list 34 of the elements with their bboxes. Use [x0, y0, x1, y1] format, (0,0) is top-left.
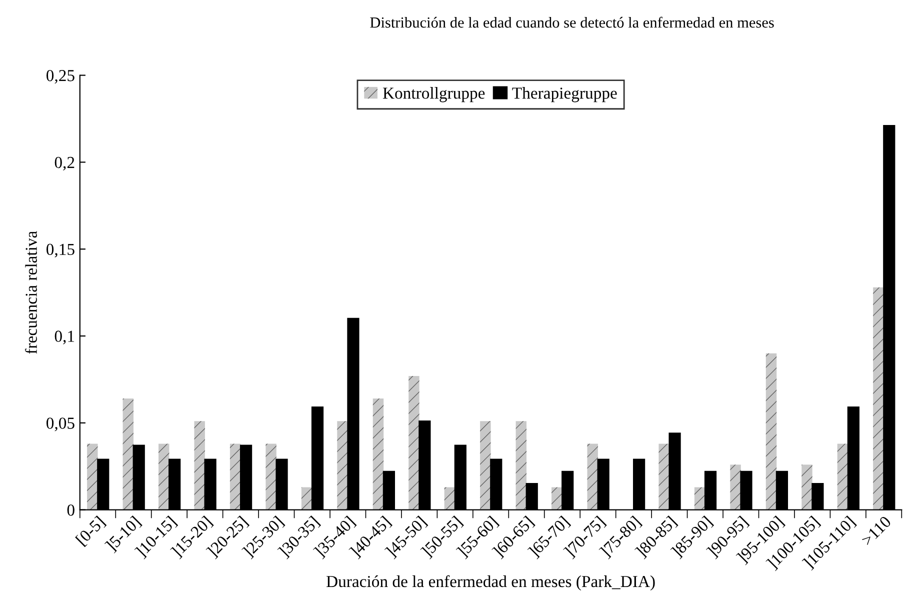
bar — [837, 444, 848, 510]
y-tick-label: 0,05 — [46, 418, 74, 432]
bar — [873, 287, 884, 510]
bar — [158, 444, 170, 510]
bar — [480, 421, 491, 510]
bar — [516, 421, 526, 510]
bar — [408, 376, 420, 510]
bar — [587, 444, 598, 510]
bar — [694, 487, 706, 510]
bar — [730, 464, 741, 510]
bar — [266, 444, 276, 510]
bar — [87, 444, 98, 510]
bar — [372, 398, 384, 510]
y-tick-label: 0,1 — [54, 330, 74, 344]
bar — [337, 421, 348, 510]
chart-title: Distribución de la edad cuando se detectó la enfermedad en meses — [370, 16, 774, 28]
bar — [301, 487, 312, 510]
y-axis-title: frecuencia relativa — [25, 231, 37, 354]
bar — [230, 444, 241, 510]
legend-label: Kontrollgruppe — [382, 87, 485, 102]
bar — [658, 444, 670, 510]
bar — [802, 464, 812, 510]
y-tick-label: 0,2 — [54, 156, 74, 171]
bar — [122, 398, 134, 510]
y-tick-label: 0 — [67, 504, 74, 516]
y-tick-label: 0,25 — [46, 70, 74, 84]
x-axis-title: Duración de la enfermedad en meses (Park_DIA) — [326, 575, 655, 591]
bar — [194, 421, 205, 510]
y-tick-label: 0,15 — [46, 244, 74, 258]
legend-label: Therapiegruppe — [512, 87, 617, 102]
bar — [766, 353, 777, 510]
bar — [552, 487, 562, 510]
bar — [444, 487, 456, 510]
x-tick-label: >110 — [860, 515, 892, 546]
